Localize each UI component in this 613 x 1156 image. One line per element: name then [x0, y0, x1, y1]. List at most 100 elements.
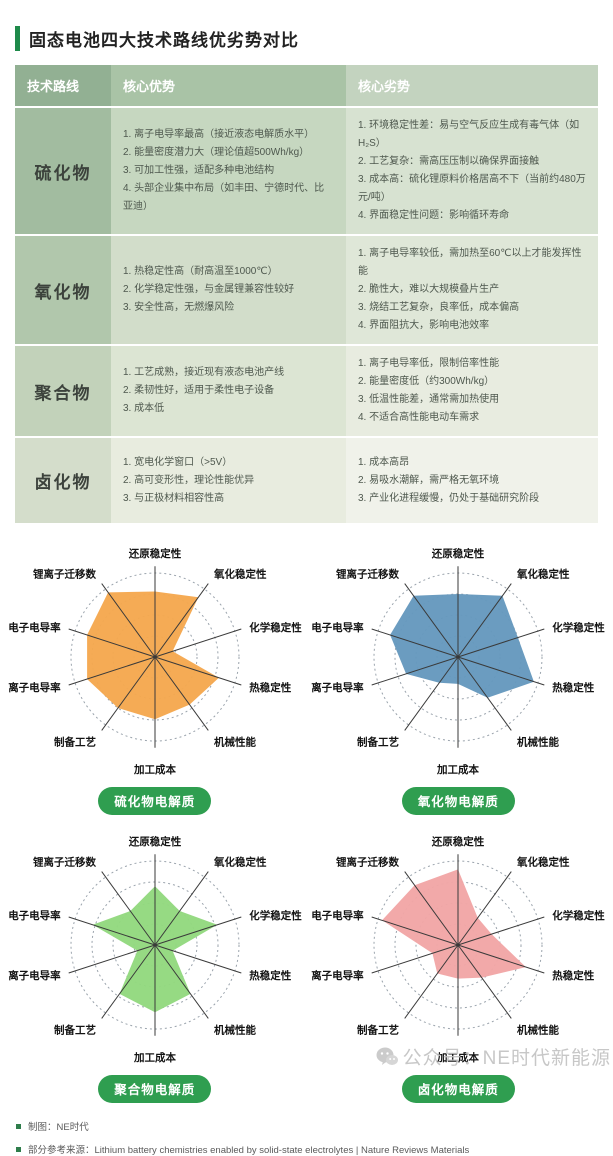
radar-spoke: [101, 871, 156, 946]
footer: 制图：NE时代 部分参考来源：Lithium battery chemistri…: [0, 1109, 613, 1156]
list-item: 4. 不适合高性能电动车需求: [358, 412, 480, 423]
radar-spoke: [458, 656, 545, 686]
radar-chart-card: 还原稳定性 氧化稳定性 化学稳定性 热稳定性 机械性能 加工成本 制备工艺 离子电导率 电子电导…: [3, 533, 307, 821]
list-item: 1. 宽电化学窗口（>5V）: [123, 456, 233, 468]
radar-spoke: [154, 628, 242, 658]
radar-spoke: [154, 583, 209, 658]
route-label: 氧化物: [34, 282, 92, 302]
radar-axis-label: 还原稳定性: [128, 547, 182, 560]
radar-axis-label: 离子电导率: [311, 681, 364, 694]
radar-axis-label: 锂离子迁移数: [33, 856, 96, 869]
radar-spoke: [404, 583, 459, 658]
radar-axis-label: 化学稳定性: [553, 909, 606, 922]
radar-spoke: [371, 916, 459, 946]
radar-axis-label: 氧化稳定性: [213, 856, 267, 869]
radar-axis-label: 热稳定性: [249, 969, 291, 982]
radar-axis-label: 氧化稳定性: [213, 568, 267, 581]
chart-title-badge: 硫化物电解质: [98, 787, 212, 815]
disadvantages-cell: 1. 离子电导率较低，需加热至60℃以上才能发挥性能 2. 脆性大，难以大规模叠片…: [346, 236, 598, 344]
radar-spoke: [371, 944, 459, 974]
radar-spoke: [68, 656, 155, 686]
list-item: 1. 成本高昂: [358, 456, 410, 468]
radar-axis-label: 制备工艺: [54, 736, 96, 749]
disadvantages-cell: 1. 离子电导率低，限制倍率性能 2. 能量密度低（约300Wh/kg） 3. 低温…: [346, 346, 598, 436]
disadvantages-cell: 1. 环境稳定性差：易与空气反应生成有毒气体（如H₂S） 2. 工艺复杂：需高压压…: [346, 108, 598, 234]
list-item: 2. 能量密度低（约300Wh/kg）: [358, 376, 495, 387]
list-item: 2. 工艺复杂：需高压压制以确保界面接触: [358, 156, 540, 167]
radar-axis-label: 化学稳定性: [553, 621, 606, 634]
radar-axis-label: 热稳定性: [553, 681, 595, 694]
radar-spoke: [154, 944, 209, 1019]
list-item: 4. 头部企业集中布局（如丰田、宁德时代、比亚迪）: [123, 183, 325, 212]
radar-series-polygon: [390, 594, 535, 698]
advantages-cell: 1. 宽电化学窗口（>5V） 2. 高可变形性，理论性能优异 3. 与正极材料相容性…: [111, 438, 346, 523]
list-item: 1. 离子电导率最高（接近液态电解质水平）: [123, 129, 315, 140]
page-header: 固态电池四大技术路线优劣势对比: [0, 0, 613, 65]
list-item: 2. 化学稳定性强，与金属锂兼容性较好: [123, 284, 295, 295]
title-accent-bar: [15, 26, 20, 51]
radar-axis-label: 机械性能: [517, 1024, 559, 1037]
list-item: 1. 离子电导率低，限制倍率性能: [358, 358, 500, 369]
column-header-advantages: 核心优势: [111, 65, 346, 106]
radar-axis-label: 化学稳定性: [249, 909, 302, 922]
radar-spoke: [371, 628, 459, 658]
radar-axis-label: 制备工艺: [357, 1024, 399, 1037]
radar-axis-label: 机械性能: [214, 1024, 256, 1037]
comparison-table: 技术路线 核心优势 核心劣势 硫化物 1. 离子电导率最高（接近液态电解质水平） 2…: [15, 65, 598, 523]
list-item: 3. 成本低: [123, 403, 165, 414]
radar-axis-label: 化学稳定性: [249, 621, 302, 634]
radar-axis-label: 加工成本: [436, 763, 479, 776]
radar-axis-label: 锂离子迁移数: [336, 568, 399, 581]
list-item: 3. 烧结工艺复杂，良率低，成本偏高: [358, 302, 520, 313]
list-item: 4. 界面阻抗大，影响电池效率: [358, 320, 490, 331]
radar-spoke: [371, 656, 459, 686]
list-item: 2. 易吸水潮解，需严格无氧环境: [358, 474, 500, 486]
table-row: 硫化物 1. 离子电导率最高（接近液态电解质水平） 2. 能量密度潜力大（理论值超5…: [15, 108, 598, 234]
advantages-cell: 1. 热稳定性高（耐高温至1000℃） 2. 化学稳定性强，与金属锂兼容性较好 3.…: [111, 236, 346, 344]
radar-axis-label: 还原稳定性: [128, 835, 182, 848]
radar-axis-label: 离子电导率: [8, 969, 61, 982]
radar-axis-label: 加工成本: [133, 1051, 176, 1064]
table-row: 氧化物 1. 热稳定性高（耐高温至1000℃） 2. 化学稳定性强，与金属锂兼容性较…: [15, 236, 598, 344]
list-item: 4. 界面稳定性问题：影响循环寿命: [358, 210, 510, 221]
footer-source-text: 部分参考来源：Lithium battery chemistries enabl…: [28, 1145, 470, 1156]
column-header-disadvantages: 核心劣势: [346, 65, 598, 106]
route-cell: 聚合物: [15, 346, 111, 436]
radar-axis-label: 热稳定性: [249, 681, 291, 694]
radar-spoke: [154, 871, 209, 946]
radar-axis-label: 离子电导率: [8, 681, 61, 694]
list-item: 3. 低温性能差，通常需加热使用: [358, 394, 500, 405]
radar-spoke: [457, 944, 512, 1019]
footer-source: 部分参考来源：Lithium battery chemistries enabl…: [16, 1142, 613, 1156]
radar-spoke: [457, 871, 512, 946]
watermark-text: 公众号：NE时代新能源: [402, 1048, 611, 1069]
wechat-icon: [376, 1047, 398, 1065]
list-item: 3. 与正极材料相容性高: [123, 492, 225, 504]
radar-axis-label: 锂离子迁移数: [336, 856, 399, 869]
radar-spoke: [457, 583, 512, 658]
footer-credit: 制图：NE时代: [16, 1119, 613, 1133]
radar-spoke: [154, 656, 242, 686]
radar-spoke: [458, 944, 545, 974]
route-cell: 卤化物: [15, 438, 111, 523]
footer-credit-text: 制图：NE时代: [28, 1122, 89, 1133]
list-item: 1. 热稳定性高（耐高温至1000℃）: [123, 266, 278, 277]
route-label: 硫化物: [34, 163, 92, 183]
radar-charts-grid: 还原稳定性 氧化稳定性 化学稳定性 热稳定性 机械性能 加工成本 制备工艺 离子电导率 电子电导…: [0, 525, 613, 1109]
radar-spoke: [404, 656, 459, 731]
list-item: 1. 环境稳定性差：易与空气反应生成有毒气体（如H₂S）: [358, 120, 580, 149]
radar-axis-label: 加工成本: [436, 1051, 479, 1064]
chart-title-badge: 聚合物电解质: [98, 1075, 212, 1103]
radar-chart-card: 还原稳定性 氧化稳定性 化学稳定性 热稳定性 机械性能 加工成本 制备工艺 离子电导率 电子电导…: [3, 821, 307, 1109]
chart-title-badge: 卤化物电解质: [401, 1075, 515, 1103]
list-item: 2. 能量密度潜力大（理论值超500Wh/kg）: [123, 147, 310, 158]
radar-spoke: [458, 916, 545, 946]
list-item: 1. 工艺成熟，接近现有液态电池产线: [123, 367, 285, 378]
radar-axis-label: 还原稳定性: [431, 547, 485, 560]
bullet-square-icon: [16, 1146, 21, 1152]
radar-axis-label: 制备工艺: [357, 736, 399, 749]
